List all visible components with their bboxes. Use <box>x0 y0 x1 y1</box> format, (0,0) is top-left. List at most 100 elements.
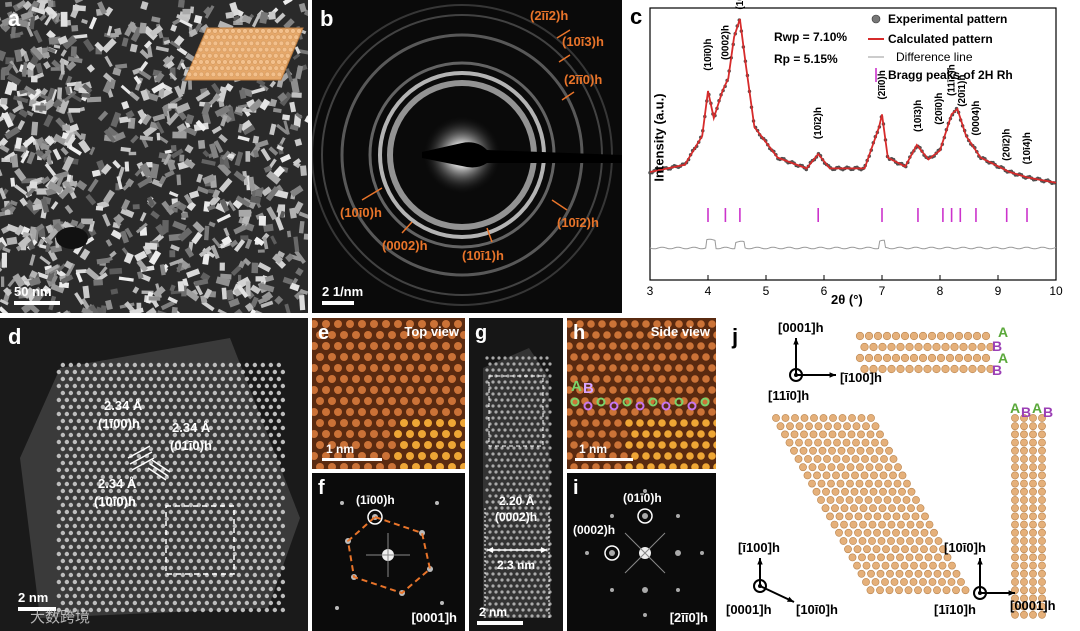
panel-a-image <box>0 0 308 313</box>
panel-g: g 2.20 Å (0002)h 2.3 nm 2 nm <box>469 318 563 631</box>
ring-label-5: (0002)h <box>382 238 428 253</box>
legend-bragg: Bragg peaks of 2H Rh <box>888 68 1013 82</box>
scale-bar <box>322 458 382 461</box>
spacing-label: 2.20 Å <box>499 494 535 508</box>
plane-label-1: (1ī00)h <box>98 416 140 431</box>
stack-a-label: A <box>571 378 582 395</box>
panel-j: j [0001]h [ī100]h [11ī0]h [ī100]h [0001]… <box>720 318 1080 631</box>
axis-label-top-right: [ī100]h <box>840 370 882 385</box>
x-tick-label: 6 <box>821 284 828 298</box>
panel-label-c: c <box>630 4 643 29</box>
panel-h-image <box>567 320 716 469</box>
plane-label-2: (01ī0)h <box>170 438 212 453</box>
scale-bar <box>322 301 354 305</box>
spot-label-2: (0002)h <box>573 523 616 537</box>
rwp-value: Rwp = 7.10% <box>774 30 848 44</box>
width-label: 2.3 nm <box>497 558 536 572</box>
x-tick-label: 9 <box>995 284 1002 298</box>
scale-bar <box>18 607 56 611</box>
plane-label: (0002)h <box>495 510 538 524</box>
spacing-label-2: 2.34 Å <box>172 420 211 435</box>
panel-f: f (1ī00)h [0001]h <box>312 473 465 631</box>
diffraction-pattern <box>312 4 622 306</box>
stack-label-b2: B <box>992 362 1003 378</box>
plane-label-3: (10ī0)h <box>94 494 136 509</box>
ring-label-7: (10ī2)h <box>557 215 599 230</box>
watermark: 大数跨境 <box>30 608 91 626</box>
ring-label-4: (10ī0)h <box>340 205 382 220</box>
xrd-chart: 3 4 5 6 7 8 9 10 (10ī0)h (0002)h (10ī1)h (10ī2)h (2ī… <box>647 0 1063 298</box>
panel-h-title: Side view <box>650 324 710 339</box>
peak-label: (0004)h <box>971 101 982 136</box>
peak-label: (10ī1)h <box>735 0 746 10</box>
panel-label-d: d <box>8 324 22 349</box>
panel-c: c 3 4 5 6 7 8 9 10 (10ī0)h (0002)h (10ī1)h (10ī2)h (… <box>626 0 1080 313</box>
panel-g-image <box>469 318 563 631</box>
scale-bar-label: 2 1/nm <box>322 284 364 299</box>
side-stack-b1: B <box>1021 404 1032 420</box>
fft-pattern-f <box>335 501 444 610</box>
fft-pattern-i <box>585 489 704 617</box>
scale-bar <box>477 621 523 625</box>
axis-label-br-right: [0001]h <box>1010 598 1056 613</box>
x-tick-label: 10 <box>1049 284 1063 298</box>
peak-label: (11ī2)h <box>947 64 958 96</box>
stack-b-label: B <box>583 380 594 397</box>
panel-e-title: Top view <box>404 324 459 339</box>
side-stack-a1: A <box>1010 400 1021 416</box>
panel-label-b: b <box>320 6 334 31</box>
panel-j-models <box>753 331 1046 619</box>
peak-label: (10ī0)h <box>703 39 714 71</box>
panel-label-g: g <box>475 322 488 344</box>
x-tick-label: 4 <box>705 284 712 298</box>
peak-label: (0002)h <box>720 25 731 60</box>
xlabel: 2θ (°) <box>831 292 863 307</box>
panel-d-image <box>0 318 308 631</box>
spacing-label-1: 2.34 Å <box>104 398 143 413</box>
legend-experimental: Experimental pattern <box>888 12 1008 26</box>
axis-label-bl-up: [ī100]h <box>738 540 780 555</box>
axis-label-top-origin: [11ī0]h <box>768 388 810 403</box>
scale-bar-label: 2 nm <box>18 590 49 605</box>
stack-label-a1: A <box>998 324 1009 340</box>
panel-i: i (01ī0)h (0002)h [2īī0]h <box>567 473 716 631</box>
x-tick-label: 8 <box>937 284 944 298</box>
peak-label: (10ī3)h <box>913 100 924 132</box>
x-tick-label: 3 <box>647 284 654 298</box>
peak-label: (20ī1)h <box>957 75 968 107</box>
spacing-label-3: 2.34 Å <box>98 476 137 491</box>
rp-value: Rp = 5.15% <box>774 52 838 66</box>
side-stack-a2: A <box>1032 400 1043 416</box>
ylabel: Intensity (a.u.) <box>651 93 667 182</box>
peak-label: (20ī0)h <box>934 93 945 125</box>
calculated-line <box>649 18 1057 184</box>
scale-bar <box>14 301 60 305</box>
x-tick-label: 5 <box>763 284 770 298</box>
ring-label-1: (2īī2)h <box>530 8 569 23</box>
axis-label-br-up: [10ī0]h <box>944 540 986 555</box>
stack-label-a2: A <box>998 350 1009 366</box>
axis-label-bl-right: [10ī0]h <box>796 602 838 617</box>
legend-difference: Difference line <box>896 50 973 64</box>
axis-label-bl-origin: [0001]h <box>726 602 772 617</box>
scale-bar-label: 2 nm <box>479 605 508 619</box>
panel-e: e Top view 1 nm <box>312 318 465 469</box>
ring-label-2: (10ī3)h <box>562 34 604 49</box>
x-tick-label: 7 <box>879 284 886 298</box>
panel-label-a: a <box>8 6 21 31</box>
panel-label-j: j <box>732 324 739 349</box>
peak-label: (10ī2)h <box>813 107 824 139</box>
stack-label-b1: B <box>992 338 1003 354</box>
panel-label-h: h <box>573 322 586 344</box>
peak-label: (2īī0)h <box>877 70 888 99</box>
ring-label-6: (10ī1)h <box>462 248 504 263</box>
difference-line <box>649 238 1057 250</box>
scale-bar-label: 1 nm <box>326 442 355 456</box>
axis-label-br-origin: [1ī10]h <box>934 602 976 617</box>
zone-axis: [0001]h <box>411 610 457 625</box>
spot-label-1: (01ī0)h <box>623 491 662 505</box>
side-stack-b2: B <box>1043 404 1054 420</box>
peak-label: (20ī2)h <box>1002 129 1013 161</box>
panel-h: h Side view A B 1 nm <box>567 318 716 469</box>
panel-label-f: f <box>318 477 325 499</box>
